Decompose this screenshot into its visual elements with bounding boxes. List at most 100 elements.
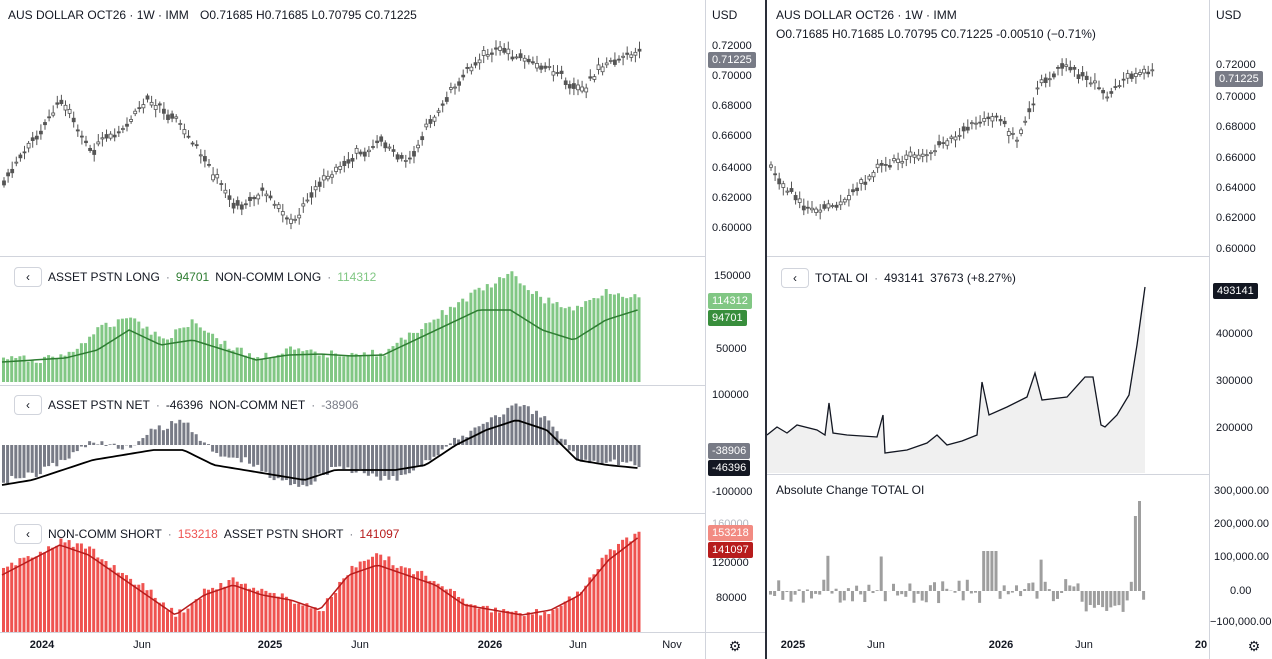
long-bar	[383, 355, 387, 382]
short-bar	[469, 604, 473, 632]
short-bar	[317, 611, 321, 632]
long-bar	[276, 354, 280, 382]
short-bar	[592, 574, 596, 632]
right-ohlc: O0.71685 H0.71685 L0.70795 C0.71225 -0.0…	[776, 27, 1096, 41]
right-time-axis[interactable]: 2025 Jun 2026 Jun 20	[767, 633, 1209, 659]
change-bar	[842, 591, 846, 601]
net-bar	[71, 445, 75, 453]
candle-body	[112, 134, 117, 138]
candle-body	[289, 218, 293, 224]
change-pane-chart[interactable]	[767, 495, 1209, 632]
left-currency-button[interactable]: USD	[712, 8, 738, 22]
net-bar	[444, 445, 448, 447]
long-pane-chart[interactable]	[0, 270, 705, 383]
oi-tick: 200000	[1216, 422, 1253, 434]
long-bar	[522, 285, 526, 382]
left-price-axis[interactable]: USD 0.72000 0.71225 0.70000 0.68000 0.66…	[706, 0, 764, 632]
net-label2: NON-COMM NET	[209, 398, 306, 412]
long-bar	[412, 332, 415, 382]
short-bar	[371, 556, 374, 632]
change-bar	[1105, 591, 1109, 611]
candle-body	[1084, 75, 1089, 80]
short-bar	[309, 608, 313, 632]
candle-body	[174, 116, 179, 119]
net-bar	[215, 445, 219, 454]
left-time-axis[interactable]: 2024 Jun 2025 Jun 2026 Jun Nov	[0, 633, 705, 659]
right-currency-button[interactable]: USD	[1216, 8, 1242, 22]
candle-body	[428, 119, 433, 124]
short-bar	[621, 539, 625, 632]
short-bar	[383, 560, 387, 632]
net-bar	[412, 445, 415, 471]
right-gear-icon[interactable]: ⚙	[1247, 637, 1261, 654]
oi-change: 37673 (+8.27%)	[930, 271, 1016, 285]
net-bar	[543, 416, 547, 445]
candle-body	[350, 157, 355, 162]
short-bar	[153, 597, 157, 632]
short-bar	[166, 610, 169, 632]
collapse-oi-button[interactable]: ‹	[781, 268, 809, 288]
long-bar	[88, 336, 92, 382]
collapse-short-button[interactable]: ‹	[14, 524, 42, 544]
candle-body	[592, 76, 597, 80]
short-label2: ASSET PSTN SHORT	[223, 527, 344, 541]
candle-body	[96, 141, 101, 145]
short-bar	[198, 598, 202, 632]
candle-body	[436, 110, 441, 113]
oi-legend: TOTAL OI · 493141 37673 (+8.27%)	[815, 271, 1016, 285]
oi-pane-chart[interactable]	[767, 285, 1209, 473]
right-price-axis[interactable]: USD 0.72000 0.71225 0.70000 0.68000 0.66…	[1210, 0, 1272, 632]
candle-body	[621, 55, 625, 58]
candle-body	[198, 154, 203, 157]
candle-body	[34, 135, 39, 140]
short-bar	[2, 567, 5, 632]
collapse-net-button[interactable]: ‹	[14, 395, 42, 415]
net-bar	[88, 441, 92, 445]
change-bar	[1109, 591, 1113, 608]
net-bar	[436, 445, 440, 456]
candle-body	[457, 81, 462, 86]
net-bar	[461, 435, 465, 445]
short-bar	[522, 616, 526, 632]
candle-body	[137, 107, 142, 110]
long-bar	[407, 332, 411, 382]
candle-body	[317, 181, 322, 187]
right-price-tick: 0.60000	[1216, 243, 1256, 255]
right-chart[interactable]: AUS DOLLAR OCT26 · 1W · IMM O0.71685 H0.…	[767, 0, 1209, 632]
short-bar	[440, 586, 444, 632]
right-price-chart[interactable]	[767, 45, 1209, 255]
short-bar	[34, 556, 38, 632]
long-bar	[75, 348, 79, 382]
net-bar	[223, 445, 227, 457]
short-bar	[194, 599, 198, 632]
net-pane-chart[interactable]	[0, 400, 705, 512]
collapse-long-button[interactable]: ‹	[14, 267, 42, 287]
net-bar	[338, 445, 342, 467]
net-bar	[313, 445, 317, 482]
left-price-chart[interactable]	[0, 30, 705, 256]
left-chart[interactable]: AUS DOLLAR OCT26 · 1W · IMM O0.71685 H0.…	[0, 0, 765, 659]
candle-body	[559, 70, 564, 74]
candle-body	[63, 104, 68, 111]
short-bar	[170, 607, 174, 632]
net-bar	[371, 445, 374, 474]
change-bar	[1031, 582, 1035, 591]
net-bar	[84, 445, 87, 448]
short-pane-chart[interactable]	[0, 530, 705, 632]
short-bar	[67, 540, 71, 632]
short-bar	[157, 602, 161, 632]
change-bar	[982, 551, 986, 591]
candle-body	[617, 58, 621, 61]
net-bar	[235, 445, 239, 458]
candle-body	[879, 162, 884, 166]
candle-body	[1088, 82, 1093, 85]
long-bar	[34, 362, 38, 382]
long-bar	[51, 356, 55, 382]
candle-body	[440, 103, 445, 106]
left-gear-icon[interactable]: ⚙	[728, 637, 742, 654]
net-bar	[580, 445, 584, 462]
net-bar	[395, 445, 399, 481]
candle-body	[1010, 132, 1015, 135]
net-bar	[211, 445, 215, 452]
candle-body	[830, 205, 835, 207]
